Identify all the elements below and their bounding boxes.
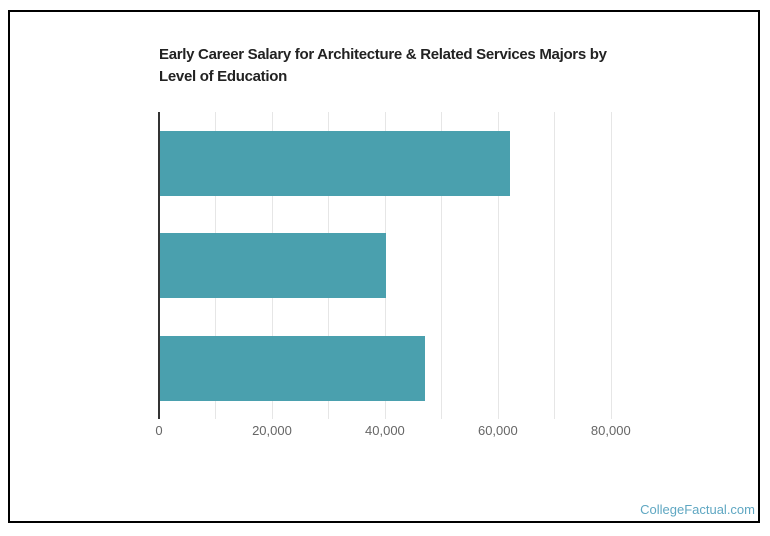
bar-2 <box>160 233 386 298</box>
x-tick-label: 20,000 <box>252 423 292 438</box>
plot-area <box>158 112 656 419</box>
x-tick-label: 0 <box>155 423 163 438</box>
bar-1 <box>160 131 511 196</box>
x-tick-label: 40,000 <box>365 423 405 438</box>
chart-title: Early Career Salary for Architecture & R… <box>159 44 607 88</box>
chart-title-line-2: Level of Education <box>159 68 287 85</box>
x-tick-label: 80,000 <box>590 423 631 438</box>
gridline <box>554 112 556 419</box>
chart-title-line-1: Early Career Salary for Architecture & R… <box>159 46 607 63</box>
x-tick-label: 60,000 <box>477 423 518 438</box>
chart-frame: Early Career Salary for Architecture & R… <box>8 10 760 523</box>
watermark-link[interactable]: CollegeFactual.com <box>640 502 755 517</box>
gridline <box>610 112 612 419</box>
bar-3 <box>160 336 426 401</box>
gridline <box>497 112 499 419</box>
gridline <box>441 112 443 419</box>
y-axis-line <box>158 112 160 419</box>
x-axis-tick-labels: 0 20,000 40,000 60,000 80,000 <box>155 423 656 441</box>
